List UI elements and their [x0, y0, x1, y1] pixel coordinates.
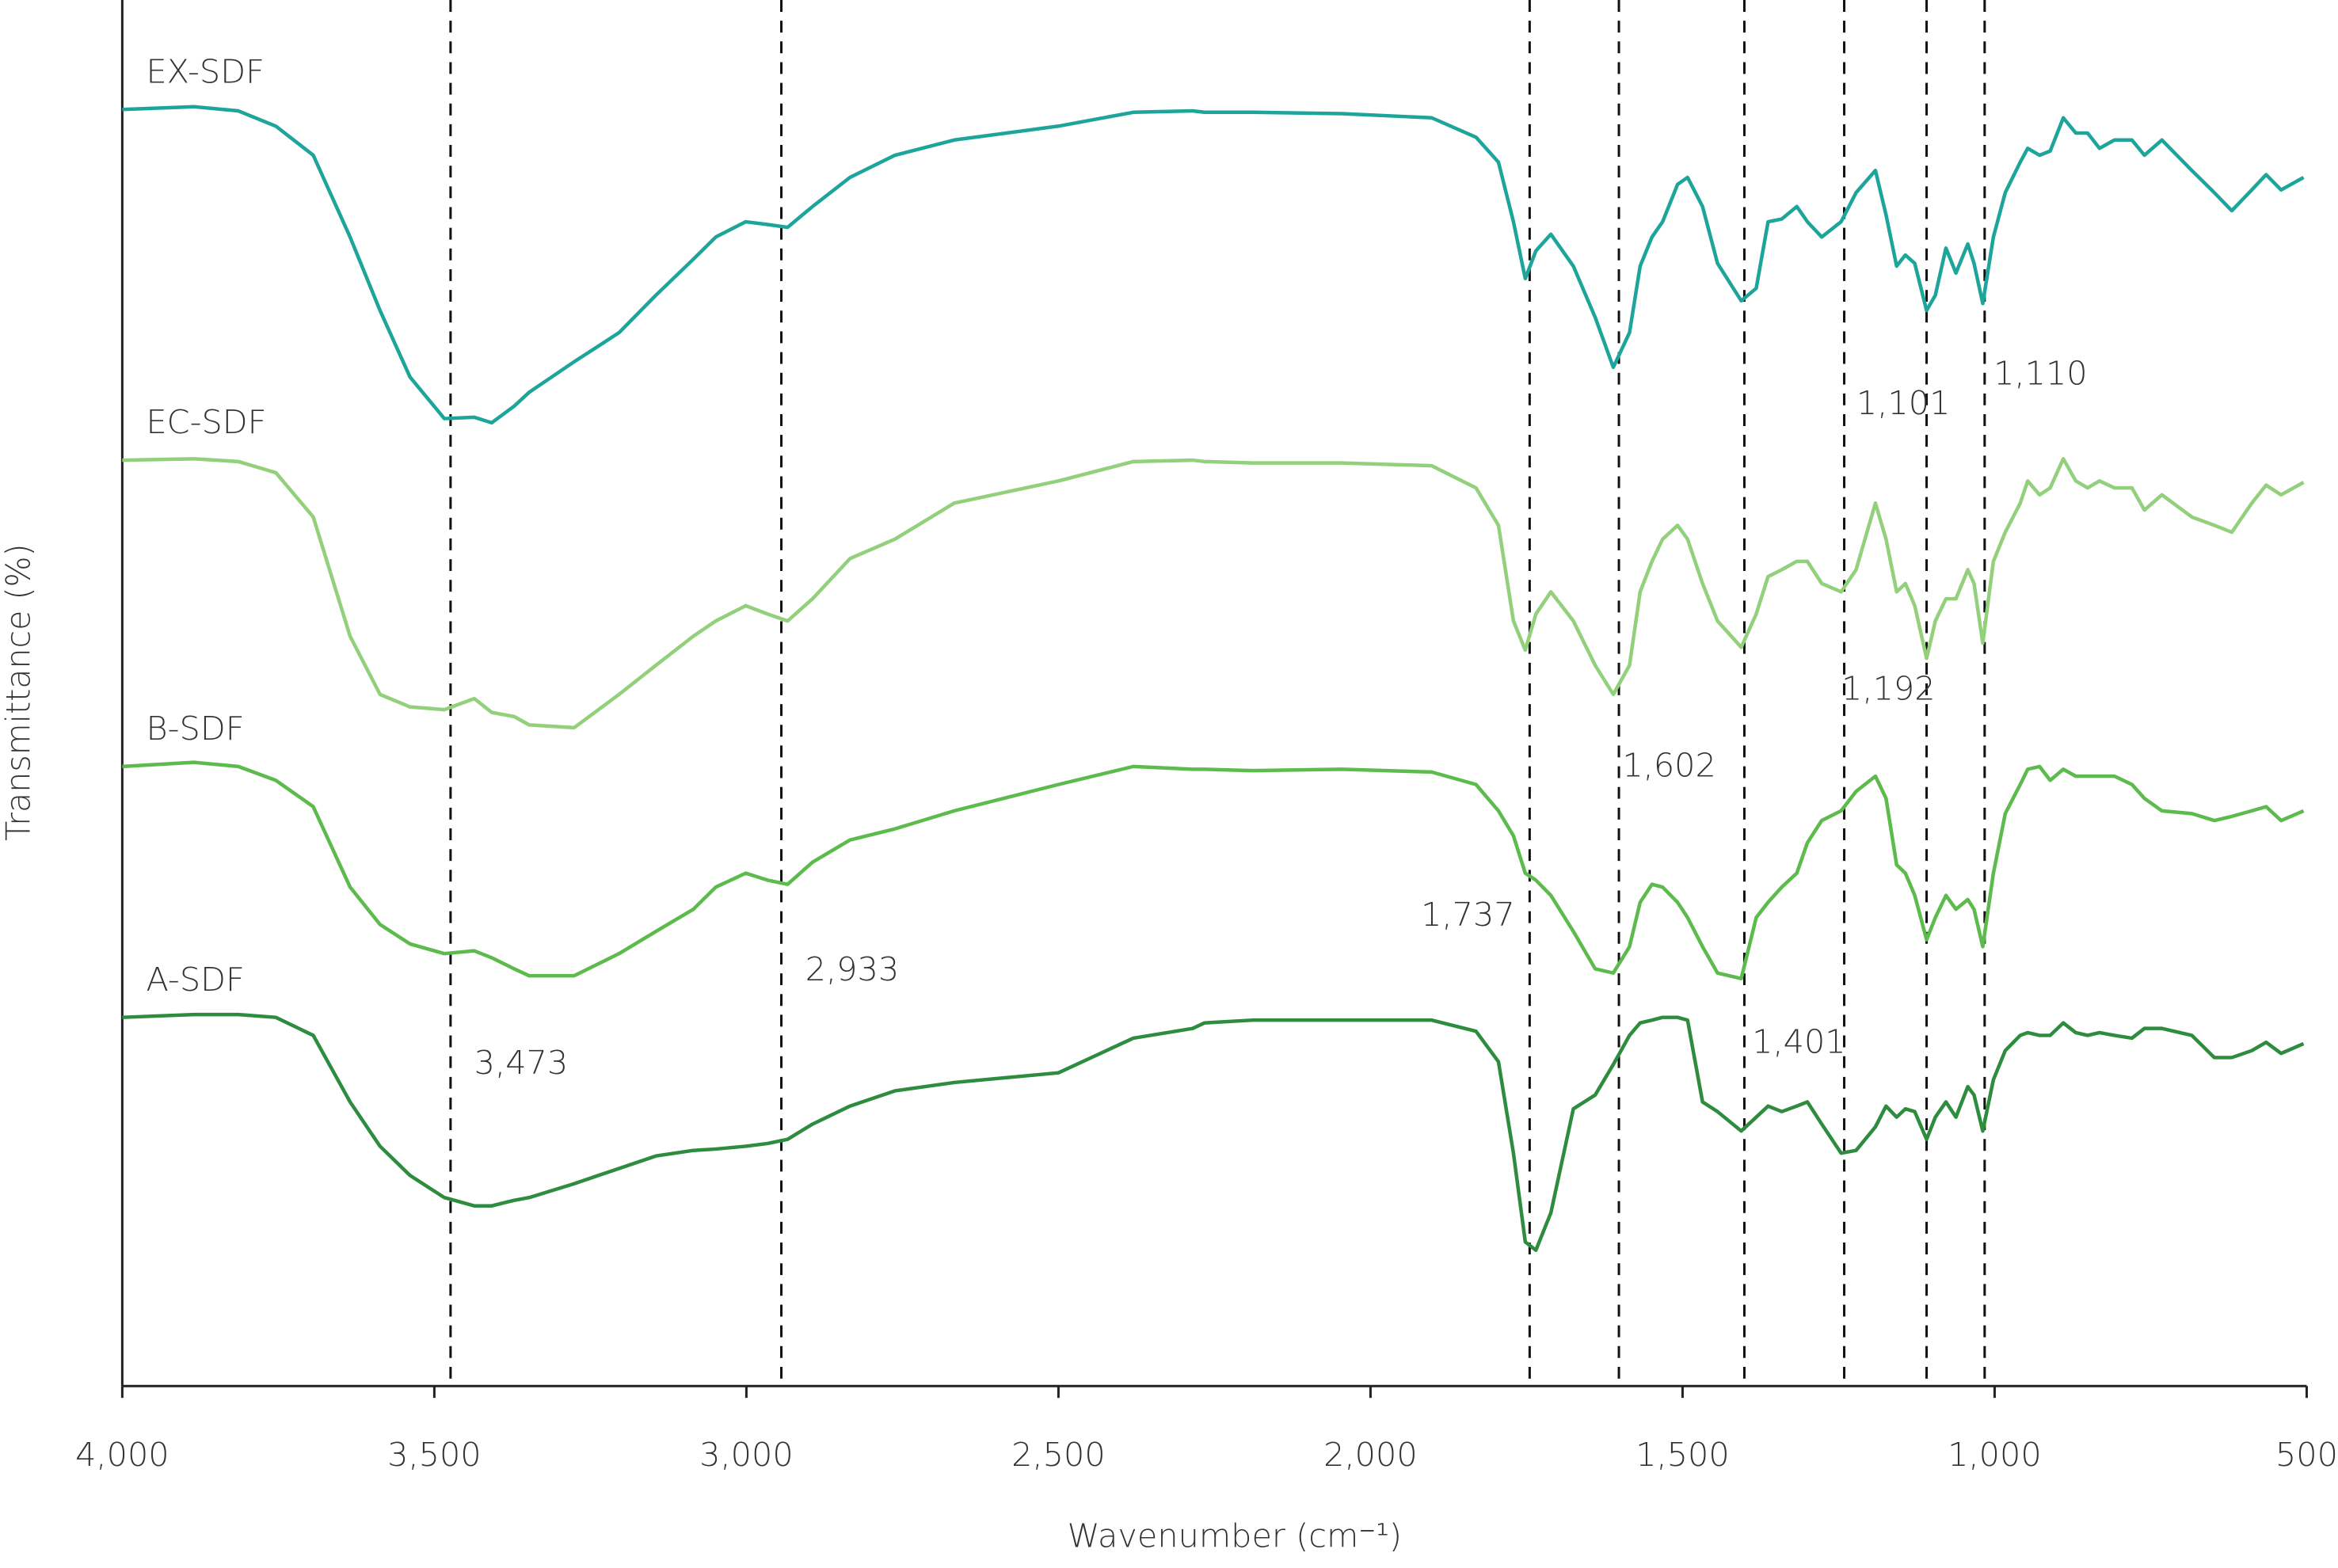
x-tick-label: 2,500 [1011, 1436, 1106, 1474]
annotation: 1,101 [1856, 384, 1951, 422]
legend-label: B-SDF [147, 710, 245, 748]
series-line [122, 457, 2305, 730]
x-tick-label: 2,000 [1323, 1436, 1418, 1474]
annotation: 3,473 [474, 1044, 569, 1082]
y-axis-label: Transmittance (%) [0, 543, 37, 841]
annotation: 1,737 [1421, 896, 1515, 934]
annotation: 2,933 [805, 950, 900, 988]
x-tick-label: 1,000 [1948, 1436, 2042, 1474]
x-tick-label: 3,500 [387, 1436, 482, 1474]
x-tick-label: 4,000 [75, 1436, 169, 1474]
legend-label: EX-SDF [147, 53, 265, 91]
annotation: 1,401 [1752, 1023, 1846, 1061]
series-line [122, 760, 2305, 980]
x-axis-label: Wavenumber (cm⁻¹) [1068, 1517, 1402, 1555]
x-tick-label: 1,500 [1635, 1436, 1730, 1474]
series-line [122, 105, 2305, 425]
x-tick-label: 500 [2275, 1436, 2338, 1474]
legend-label: EC-SDF [147, 403, 267, 441]
legend-label: A-SDF [147, 961, 245, 999]
annotation: 1,110 [1993, 355, 2088, 393]
annotation: 1,602 [1622, 747, 1716, 785]
x-tick-label: 3,000 [699, 1436, 794, 1474]
annotation: 1,192 [1841, 669, 1936, 707]
series-line [122, 1012, 2305, 1252]
